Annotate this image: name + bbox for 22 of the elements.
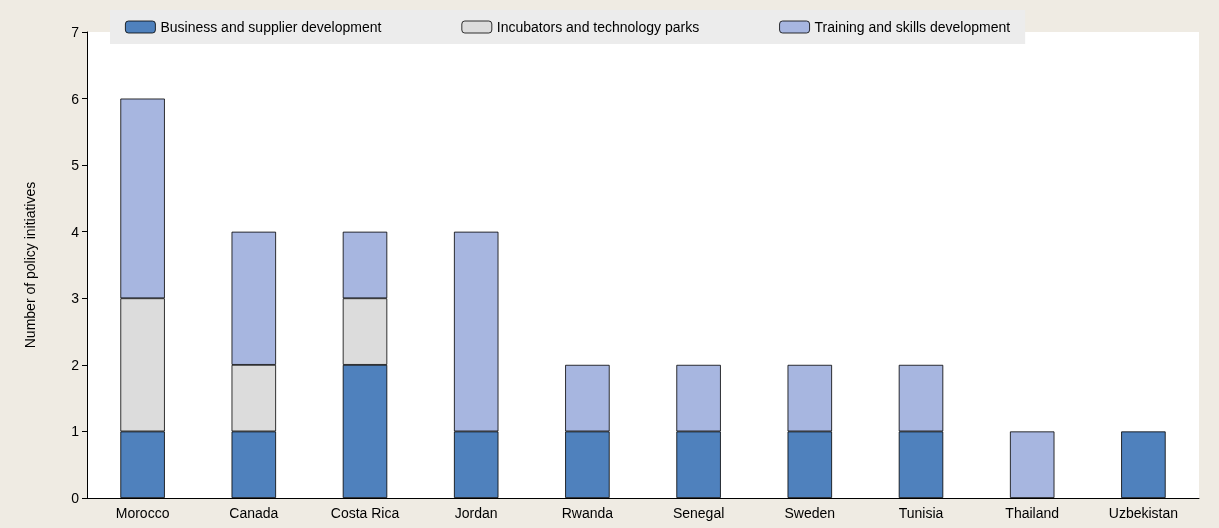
y-tick-label: 3 xyxy=(71,290,80,307)
x-tick-label: Costa Rica xyxy=(330,505,400,521)
legend-label: Training and skills development xyxy=(814,19,1011,35)
y-tick-label: 1 xyxy=(71,423,80,440)
y-tick-label: 7 xyxy=(71,24,80,40)
x-tick-label: Uzbekistan xyxy=(1108,505,1179,521)
x-tick-label: Rwanda xyxy=(561,505,614,521)
y-axis-title: Number of policy initiatives xyxy=(22,181,38,349)
y-tick-label: 0 xyxy=(71,490,80,506)
x-tick-label: Sweden xyxy=(784,505,836,521)
x-tick-label: Senegal xyxy=(672,505,725,521)
x-tick-label: Jordan xyxy=(454,505,498,521)
x-tick-label: Thailand xyxy=(1005,505,1060,521)
y-tick-label: 2 xyxy=(71,356,80,373)
y-tick-label: 4 xyxy=(71,223,80,240)
legend-label: Incubators and technology parks xyxy=(496,19,700,35)
x-tick-label: Tunisia xyxy=(898,505,944,521)
legend-label: Business and supplier development xyxy=(160,19,382,35)
x-tick-label: Morocco xyxy=(115,505,170,521)
y-tick-label: 6 xyxy=(71,90,80,107)
x-tick-label: Canada xyxy=(229,505,279,521)
y-tick-label: 5 xyxy=(71,157,80,174)
